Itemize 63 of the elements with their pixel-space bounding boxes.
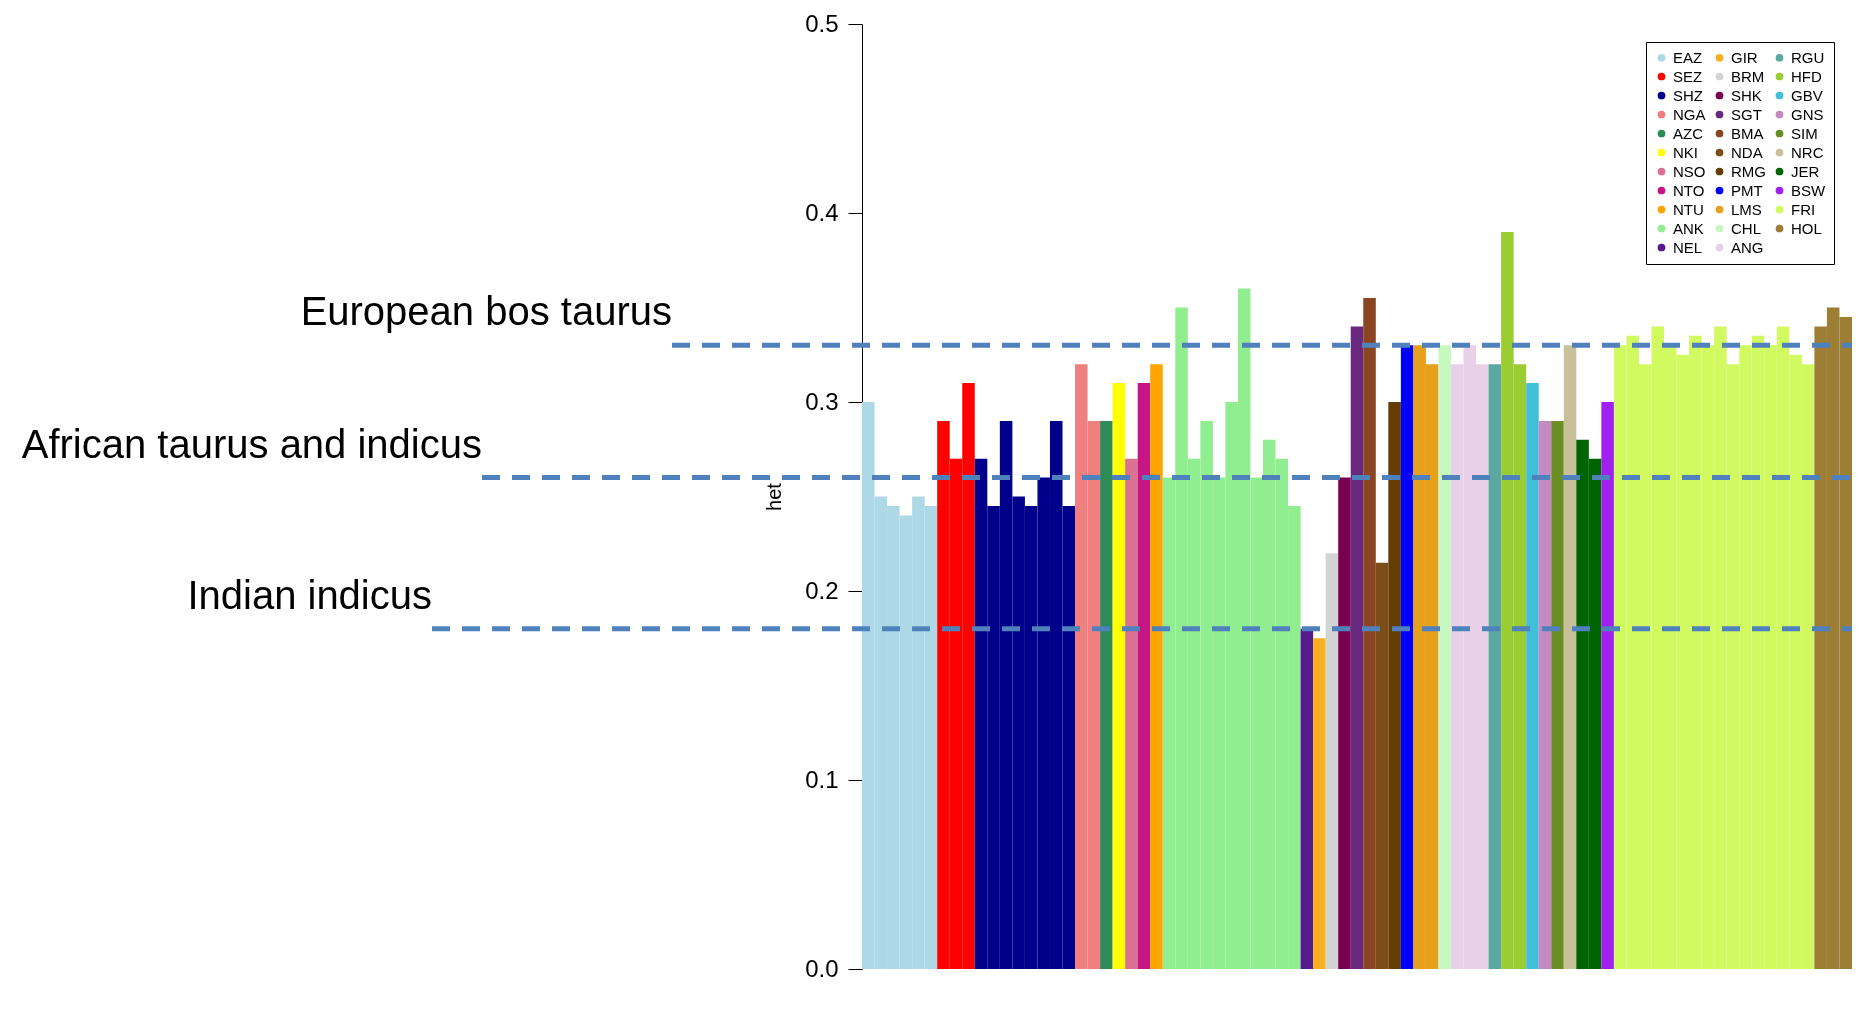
bar <box>1375 562 1389 969</box>
bar <box>1601 402 1614 969</box>
bar <box>1338 477 1351 969</box>
legend-label: NKI <box>1673 143 1699 161</box>
legend-label: NSO <box>1673 162 1706 180</box>
bar <box>1438 345 1451 969</box>
legend-label: NEL <box>1673 238 1703 256</box>
legend-label: ANG <box>1731 238 1764 256</box>
legend-label: JER <box>1791 162 1820 180</box>
legend-label: AZC <box>1673 124 1704 142</box>
legend-label: BSW <box>1791 181 1827 199</box>
legend-label: NTO <box>1673 181 1705 199</box>
legend-label: BMA <box>1731 124 1764 142</box>
bar <box>1363 298 1376 969</box>
legend-label: NGA <box>1673 105 1706 123</box>
ref-line-label: African taurus and indicus <box>21 421 482 466</box>
bar <box>1100 420 1113 969</box>
bar <box>1488 364 1502 969</box>
y-tick-label: 0.3 <box>805 387 839 415</box>
bar <box>1150 364 1163 969</box>
y-tick-label: 0.1 <box>805 765 839 793</box>
bar <box>1400 345 1414 969</box>
bar <box>1325 553 1339 969</box>
bar <box>1125 458 1138 969</box>
bar <box>1313 638 1326 969</box>
ref-line-label: Indian indicus <box>187 572 432 617</box>
legend-label: RGU <box>1791 48 1825 66</box>
legend-label: CHL <box>1731 219 1762 237</box>
legend-label: EAZ <box>1673 48 1703 66</box>
legend-label: LMS <box>1731 200 1762 218</box>
ref-line-label: European bos taurus <box>300 289 672 334</box>
legend-label: HFD <box>1791 67 1822 85</box>
legend-label: RMG <box>1731 162 1766 180</box>
legend-label: NDA <box>1731 143 1763 161</box>
y-tick-label: 0.5 <box>805 9 839 37</box>
bar <box>1300 628 1314 969</box>
bar <box>1112 383 1126 969</box>
y-tick-label: 0.4 <box>805 198 839 226</box>
legend-label: SHK <box>1731 86 1762 104</box>
y-tick-label: 0.2 <box>805 576 839 604</box>
legend-label: FRI <box>1791 200 1816 218</box>
y-axis-title: het <box>763 482 786 511</box>
legend-label: HOL <box>1791 219 1822 237</box>
bar <box>1551 420 1564 969</box>
legend-label: SGT <box>1731 105 1762 123</box>
legend-label: GNS <box>1791 105 1824 123</box>
y-tick-label: 0.0 <box>805 954 839 982</box>
legend-label: GBV <box>1791 86 1823 104</box>
legend-label: ANK <box>1673 219 1704 237</box>
legend-label: PMT <box>1731 181 1763 199</box>
legend-label: SHZ <box>1673 86 1703 104</box>
bar <box>1388 402 1401 969</box>
legend-label: NTU <box>1673 200 1704 218</box>
legend-label: SEZ <box>1673 67 1703 85</box>
legend-label: BRM <box>1731 67 1765 85</box>
bar <box>1538 420 1552 969</box>
legend-label: SIM <box>1791 124 1818 142</box>
legend-label: GIR <box>1731 48 1758 66</box>
bar <box>1526 383 1539 969</box>
bar <box>1137 383 1151 969</box>
bar <box>1350 326 1364 969</box>
bar <box>1563 345 1577 969</box>
legend-label: NRC <box>1791 143 1824 161</box>
